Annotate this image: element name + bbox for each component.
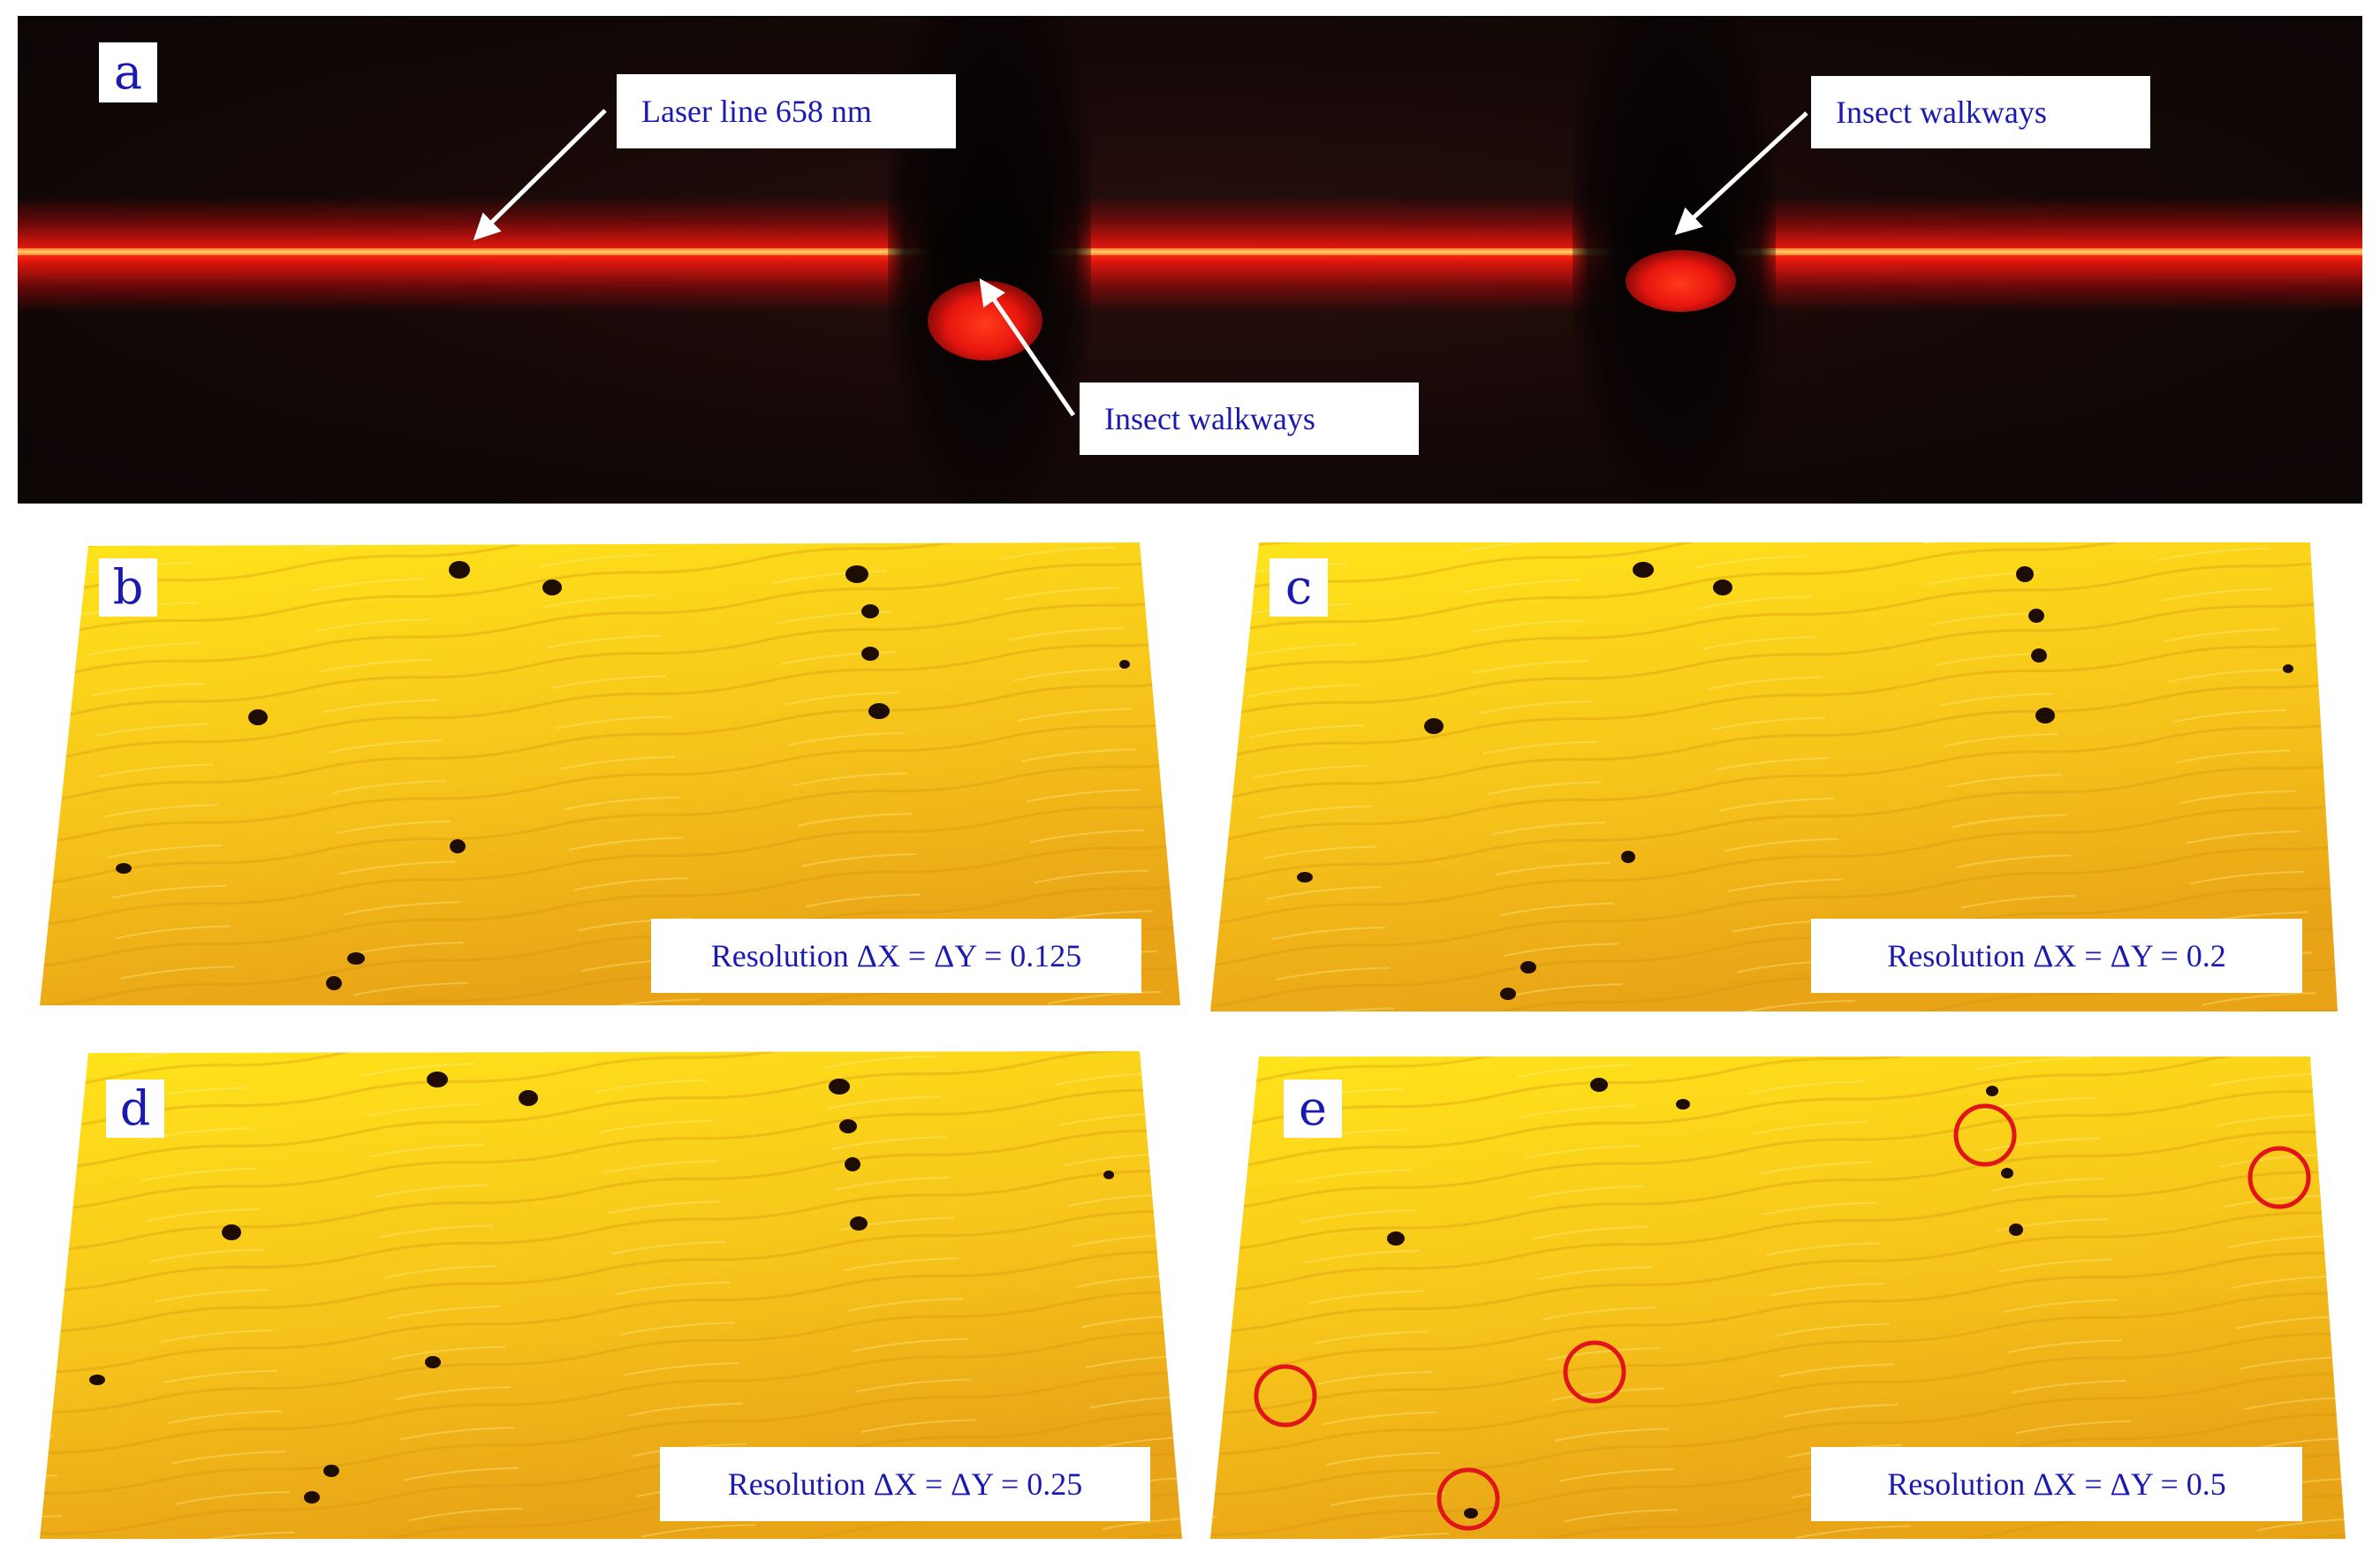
mark: [1986, 1086, 1998, 1096]
mark: [2035, 708, 2055, 723]
panel-c-resolution-label: Resolution ΔX = ΔY = 0.2: [1811, 919, 2302, 993]
mark: [2009, 1223, 2023, 1236]
panel-c-letter: c: [1270, 558, 1328, 617]
mark: [304, 1491, 320, 1504]
mark: [845, 1157, 860, 1171]
mark: [1500, 988, 1516, 1000]
mark: [116, 863, 132, 874]
insect-walkways-callout-top: Insect walkways: [1811, 76, 2150, 148]
mark: [868, 703, 890, 719]
mark: [1633, 562, 1654, 578]
mark: [861, 647, 879, 661]
panel-b-resolution-label: Resolution ΔX = ΔY = 0.125: [651, 919, 1141, 993]
mark: [861, 604, 879, 618]
mark: [2001, 1168, 2013, 1178]
mark: [248, 709, 268, 725]
insect-walkways-callout-bottom: Insect walkways: [1080, 383, 1419, 455]
mark: [89, 1375, 105, 1385]
mark: [347, 952, 365, 965]
highlight-ring: [1563, 1340, 1626, 1404]
mark: [427, 1072, 448, 1087]
mark: [425, 1356, 441, 1368]
mark: [449, 561, 470, 579]
mark: [519, 1090, 538, 1106]
mark: [829, 1079, 850, 1095]
panel-e-letter: e: [1284, 1080, 1342, 1138]
mark: [542, 580, 562, 595]
mark: [326, 976, 342, 990]
mark: [1520, 961, 1536, 973]
mark: [839, 1119, 857, 1133]
mark: [323, 1465, 339, 1477]
laser-line-callout: Laser line 658 nm: [617, 74, 956, 148]
mark: [1424, 718, 1444, 734]
mark: [2016, 566, 2034, 582]
panel-a-letter: a: [99, 42, 157, 102]
walkway-reflection-left: [928, 281, 1042, 360]
mark: [1713, 580, 1732, 595]
highlight-ring: [1436, 1467, 1500, 1531]
mark: [2031, 648, 2047, 663]
mark: [845, 565, 868, 583]
highlight-ring: [1953, 1103, 2017, 1167]
mark: [222, 1224, 241, 1240]
mark: [1119, 660, 1130, 669]
panel-d-resolution-label: Resolution ΔX = ΔY = 0.25: [660, 1447, 1150, 1521]
panel-b-letter: b: [99, 558, 157, 617]
panel-e-resolution-label: Resolution ΔX = ΔY = 0.5: [1811, 1447, 2302, 1521]
mark: [450, 839, 466, 853]
highlight-ring: [2247, 1146, 2311, 1209]
mark: [1297, 872, 1313, 883]
mark: [2028, 609, 2044, 623]
mark: [850, 1216, 868, 1231]
mark: [1103, 1170, 1114, 1179]
mark: [2283, 664, 2293, 673]
highlight-ring: [1254, 1364, 1317, 1428]
mark: [1676, 1099, 1690, 1110]
mark: [1590, 1078, 1608, 1092]
mark: [1387, 1231, 1405, 1246]
walkway-hole-left: [941, 197, 1038, 294]
laser-line-core: [18, 248, 2362, 255]
panel-d-letter: d: [106, 1080, 164, 1138]
mark: [1464, 1508, 1478, 1519]
walkway-reflection-right: [1626, 250, 1736, 312]
mark: [1621, 851, 1635, 863]
